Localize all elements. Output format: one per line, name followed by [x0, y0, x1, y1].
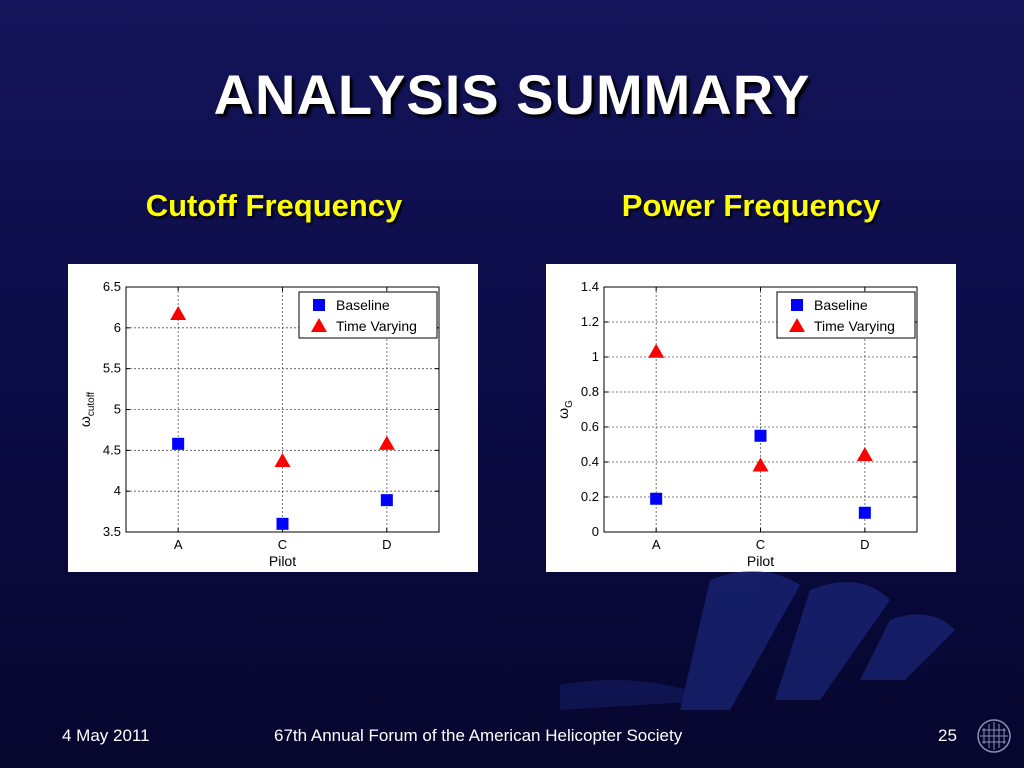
- y-tick-label: 1: [592, 349, 599, 364]
- time-varying-marker: [274, 452, 291, 467]
- legend-label: Baseline: [814, 297, 868, 313]
- y-tick-label: 0.4: [581, 454, 599, 469]
- y-axis-label: ωcutoff: [77, 392, 97, 427]
- time-varying-marker: [752, 457, 769, 472]
- legend-time-varying-marker: [311, 318, 327, 332]
- x-tick-label: C: [756, 537, 765, 552]
- x-axis-label: Pilot: [747, 553, 774, 569]
- power-frequency-heading: Power Frequency: [621, 188, 881, 223]
- time-varying-marker: [856, 447, 873, 461]
- y-tick-label: 0.2: [581, 489, 599, 504]
- footer-event-name: 67th Annual Forum of the American Helico…: [274, 726, 683, 745]
- baseline-marker: [276, 517, 289, 530]
- x-axis-label: Pilot: [269, 553, 296, 569]
- slide-title: ANALYSIS SUMMARY: [213, 63, 811, 126]
- legend-label: Time Varying: [814, 318, 895, 334]
- legend-label: Baseline: [336, 297, 390, 313]
- y-axis-subscript: cutoff: [86, 392, 97, 416]
- legend-baseline-marker: [791, 299, 803, 311]
- footer-date: 4 May 2011: [62, 726, 150, 745]
- power-frequency-chart-panel: 0 0.2 0.4 0.6 0.8 1 1.2 1.4 A C D Pilot ωG Baseline Ti…: [546, 264, 956, 572]
- cutoff-frequency-heading: Cutoff Frequency: [145, 188, 403, 223]
- y-axis-label: ωG: [555, 400, 575, 419]
- time-varying-marker: [170, 305, 187, 320]
- y-tick-label: 6: [114, 320, 121, 335]
- baseline-marker: [650, 492, 663, 505]
- time-varying-marker: [378, 435, 395, 450]
- y-axis-symbol: ω: [555, 408, 571, 419]
- y-tick-label: 0.8: [581, 384, 599, 399]
- baseline-marker: [380, 494, 393, 507]
- x-tick-label: D: [382, 537, 391, 552]
- y-tick-label: 3.5: [103, 524, 121, 539]
- y-axis-symbol: ω: [77, 416, 93, 427]
- y-tick-label: 4: [114, 483, 121, 498]
- x-tick-label: C: [278, 537, 287, 552]
- baseline-marker: [858, 506, 871, 519]
- time-varying-marker: [648, 343, 665, 358]
- baseline-marker: [172, 437, 185, 450]
- x-tick-label: A: [652, 537, 661, 552]
- legend-time-varying-marker: [789, 318, 805, 332]
- y-tick-label: 4.5: [103, 442, 121, 457]
- page-number: 25: [938, 726, 957, 745]
- y-tick-label: 5.5: [103, 361, 121, 376]
- baseline-marker: [754, 429, 767, 442]
- power-frequency-chart: 0 0.2 0.4 0.6 0.8 1 1.2 1.4 A C D Pilot ωG Baseline Ti…: [555, 279, 918, 569]
- legend-label: Time Varying: [336, 318, 417, 334]
- y-tick-label: 6.5: [103, 279, 121, 294]
- decorative-swoosh-graphic: [560, 571, 955, 710]
- y-axis-subscript: G: [564, 400, 575, 408]
- cutoff-frequency-chart: 3.5 4 4.5 5 5.5 6 6.5 A C D Pilot ωcutoff Baseline Ti…: [77, 279, 440, 569]
- society-logo-icon: [977, 719, 1011, 753]
- x-tick-label: A: [174, 537, 183, 552]
- x-tick-label: D: [860, 537, 869, 552]
- legend-baseline-marker: [313, 299, 325, 311]
- cutoff-frequency-chart-panel: 3.5 4 4.5 5 5.5 6 6.5 A C D Pilot ωcutoff Baseline Ti…: [68, 264, 478, 572]
- y-tick-label: 1.4: [581, 279, 599, 294]
- y-tick-label: 1.2: [581, 314, 599, 329]
- y-tick-label: 0.6: [581, 419, 599, 434]
- y-tick-label: 0: [592, 524, 599, 539]
- y-tick-label: 5: [114, 402, 121, 417]
